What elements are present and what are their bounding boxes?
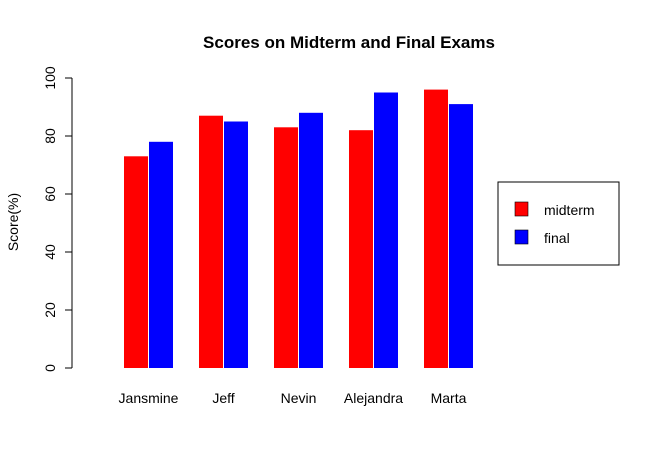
bar-final-jansmine [149, 141, 173, 368]
y-axis-title: Score(%) [5, 193, 21, 251]
x-tick-label: Jeff [212, 390, 234, 406]
bar-final-marta [449, 104, 473, 368]
x-tick-label: Marta [431, 390, 467, 406]
x-tick-label: Nevin [281, 390, 317, 406]
y-tick-label: 100 [42, 66, 58, 90]
legend-swatch-final [514, 229, 529, 245]
bar-midterm-alejandra [349, 130, 373, 368]
bar-final-nevin [299, 112, 323, 368]
bar-final-alejandra [374, 92, 398, 368]
bar-midterm-nevin [274, 127, 298, 368]
x-tick-label: Jansmine [119, 390, 179, 406]
y-tick-label: 80 [42, 128, 58, 144]
legend-label-final: final [544, 230, 570, 246]
bar-midterm-marta [424, 89, 448, 368]
bar-final-jeff [224, 121, 248, 368]
x-tick-labels: Jansmine Jeff Nevin Alejandra Marta [119, 390, 467, 406]
y-tick-label: 60 [42, 186, 58, 202]
y-axis: 0 20 40 60 80 100 [42, 66, 73, 372]
bar-midterm-jansmine [124, 156, 148, 368]
bars-group [124, 89, 473, 368]
y-tick-label: 40 [42, 244, 58, 260]
legend-box [497, 181, 620, 266]
y-tick-label: 20 [42, 302, 58, 318]
legend-swatch-midterm [514, 201, 529, 217]
legend: midterm final [497, 181, 620, 266]
y-tick-label: 0 [42, 364, 58, 372]
x-tick-label: Alejandra [344, 390, 403, 406]
legend-label-midterm: midterm [544, 202, 595, 218]
bar-midterm-jeff [199, 115, 223, 368]
chart-title: Scores on Midterm and Final Exams [203, 33, 495, 52]
